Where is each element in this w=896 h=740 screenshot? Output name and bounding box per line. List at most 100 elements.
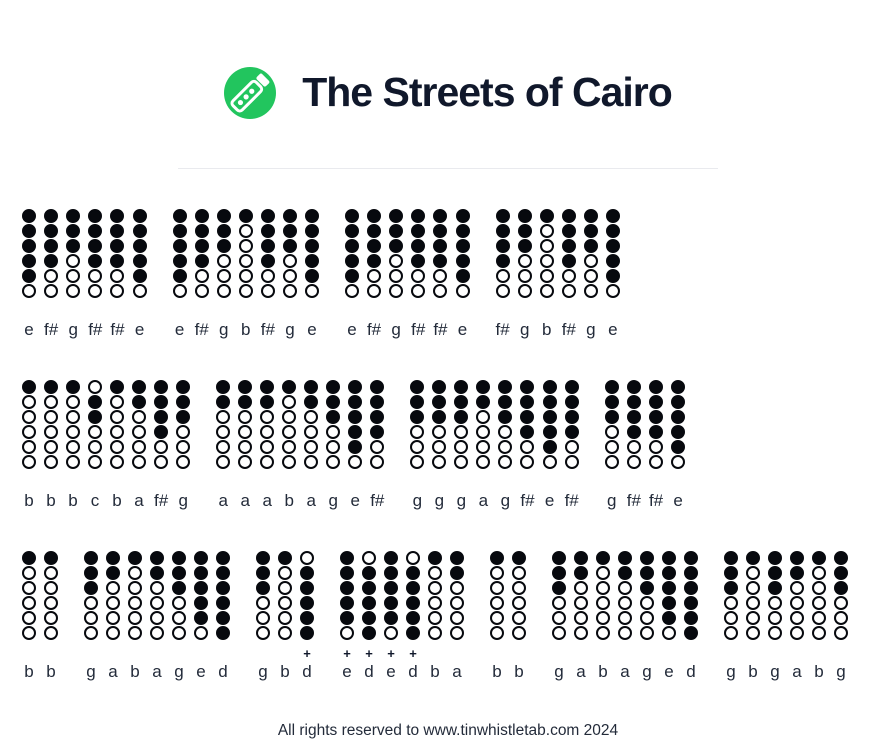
open-hole-icon [22,454,36,469]
filled-hole-icon [194,208,209,223]
open-hole-icon [44,283,59,298]
filled-hole-icon [605,268,620,283]
note-group: e f# g f# f# e [22,208,147,340]
filled-hole-icon [539,208,554,223]
open-hole-icon [326,424,341,439]
note-column: g [498,379,513,511]
filled-hole-icon [282,223,297,238]
fingering-hole-grid [684,550,698,640]
filled-hole-icon [216,394,231,409]
filled-hole-icon [88,238,103,253]
note-column: f# [44,208,59,340]
open-hole-icon [282,424,297,439]
open-hole-icon [812,625,826,640]
open-hole-icon [428,565,442,580]
note-label: a [792,661,802,681]
open-hole-icon [768,610,782,625]
filled-hole-icon [561,223,576,238]
filled-hole-icon [454,394,469,409]
note-label: g [770,661,780,681]
open-hole-icon [84,595,98,610]
open-hole-icon [282,439,297,454]
open-hole-icon [344,283,359,298]
filled-hole-icon [626,394,641,409]
fingering-hole-grid [583,208,598,298]
fingering-hole-grid [476,379,491,469]
note-label: c [90,490,100,510]
filled-hole-icon [564,424,579,439]
filled-hole-icon [22,238,36,253]
fingering-hole-grid [362,550,376,640]
filled-hole-icon [410,379,425,394]
open-hole-icon [542,454,557,469]
open-hole-icon [476,424,491,439]
filled-hole-icon [348,424,363,439]
note-label: e [457,319,468,339]
open-hole-icon [495,268,510,283]
filled-hole-icon [450,565,464,580]
note-column: g [326,379,341,511]
fingering-hole-grid [455,208,470,298]
note-label: b [68,490,78,510]
note-column: b [282,379,297,511]
filled-hole-icon [671,439,686,454]
note-column: e [304,208,319,340]
filled-hole-icon [150,565,164,580]
open-hole-icon [282,253,297,268]
fingering-hole-grid [84,550,98,640]
note-label: a [218,490,228,510]
filled-hole-icon [304,379,319,394]
filled-hole-icon [172,223,187,238]
filled-hole-icon [583,208,598,223]
open-hole-icon [44,409,58,424]
filled-hole-icon [132,238,147,253]
note-column: f# [433,208,448,340]
fingering-hole-grid [626,379,641,469]
filled-hole-icon [517,223,532,238]
open-hole-icon [604,424,619,439]
note-label: a [134,490,144,510]
open-hole-icon [812,610,826,625]
open-hole-icon [88,439,102,454]
open-hole-icon [22,439,36,454]
open-hole-icon [512,580,526,595]
fingering-hole-grid [618,550,632,640]
filled-hole-icon [44,379,58,394]
filled-hole-icon [432,379,447,394]
open-hole-icon [370,439,385,454]
open-hole-icon [618,580,632,595]
filled-hole-icon [640,580,654,595]
filled-hole-icon [304,223,319,238]
filled-hole-icon [216,550,230,565]
filled-hole-icon [300,610,314,625]
open-hole-icon [370,454,385,469]
open-hole-icon [154,439,169,454]
open-hole-icon [66,283,81,298]
open-hole-icon [389,253,404,268]
filled-hole-icon [495,238,510,253]
open-hole-icon [260,454,275,469]
filled-hole-icon [542,394,557,409]
note-column: b [128,550,142,682]
note-label: d [408,661,418,681]
open-hole-icon [216,268,231,283]
filled-hole-icon [326,409,341,424]
fingering-hole-grid [88,208,103,298]
note-label: b [514,661,524,681]
fingering-hole-grid [564,379,579,469]
filled-hole-icon [238,394,253,409]
open-hole-icon [22,424,36,439]
filled-hole-icon [110,253,125,268]
filled-hole-icon [406,580,420,595]
note-column: e [194,550,208,682]
filled-hole-icon [278,550,292,565]
note-column: f# [564,379,579,511]
filled-hole-icon [662,610,676,625]
note-column: b [428,550,442,682]
open-hole-icon [768,625,782,640]
open-hole-icon [172,595,186,610]
note-column: e [132,208,147,340]
open-hole-icon [110,268,125,283]
filled-hole-icon [498,379,513,394]
